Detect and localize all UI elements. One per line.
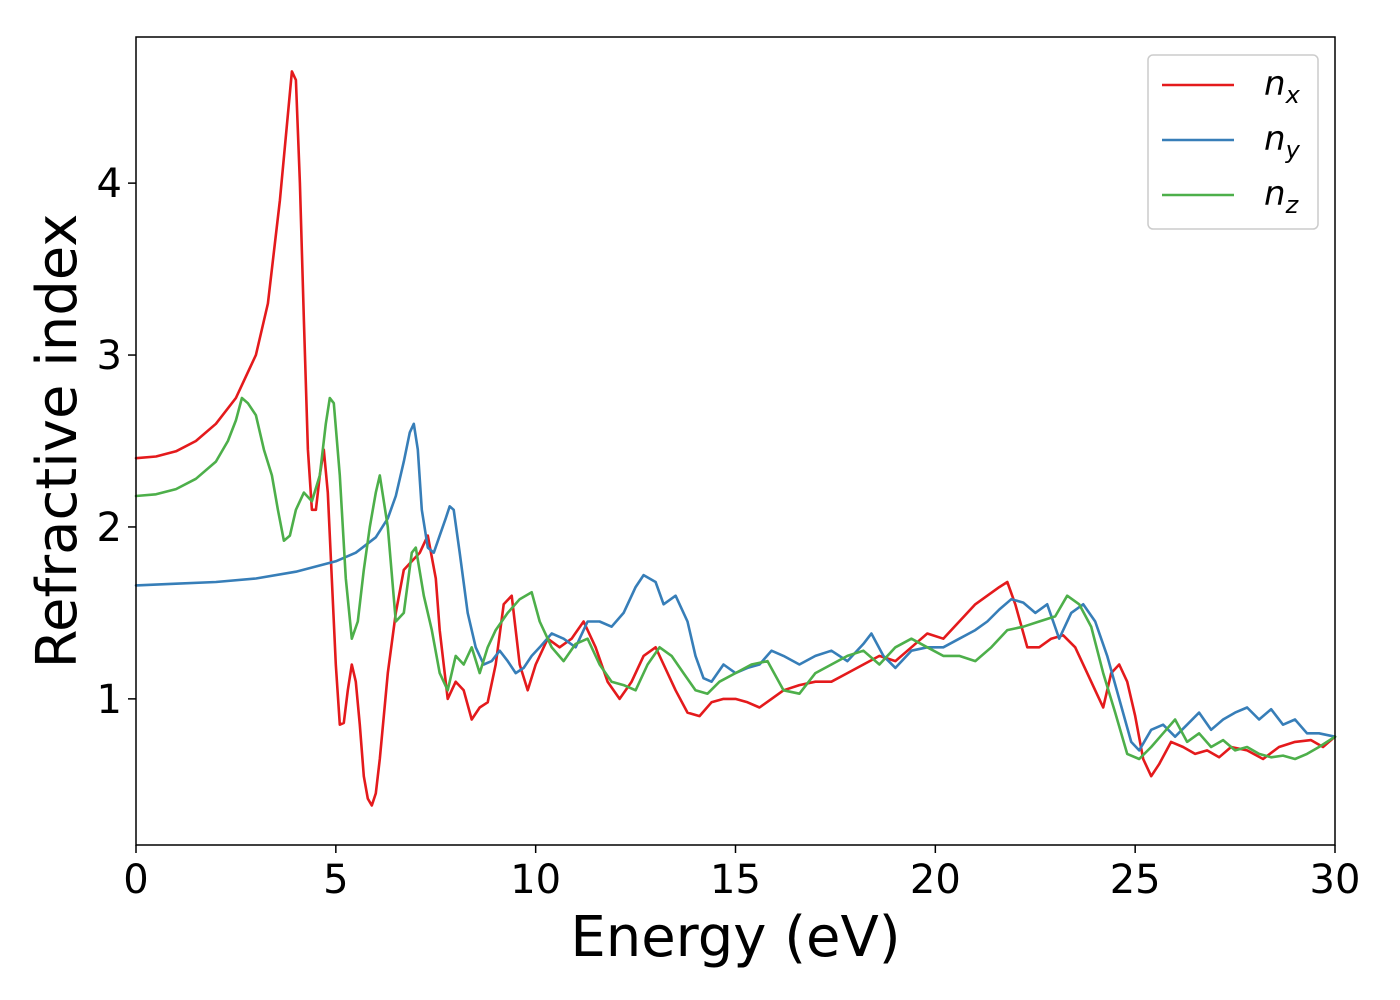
y-axis-title: Refractive index xyxy=(25,214,90,669)
x-tick-label: 10 xyxy=(510,857,561,903)
y-tick-label: 4 xyxy=(97,161,122,207)
x-axis-ticks: 0 5 10 15 20 25 30 xyxy=(123,845,1360,903)
y-tick-label: 2 xyxy=(97,505,122,551)
legend-label-z: nz xyxy=(1264,174,1300,219)
x-tick-label: 25 xyxy=(1110,857,1161,903)
series-line-y xyxy=(134,422,1337,752)
x-tick-label: 0 xyxy=(123,857,148,903)
x-axis-title: Energy (eV) xyxy=(570,905,900,970)
series-line-x xyxy=(134,70,1337,807)
x-tick-label: 20 xyxy=(910,857,961,903)
y-axis-ticks: 1 2 3 4 xyxy=(97,161,136,723)
legend-label-y: ny xyxy=(1264,119,1301,164)
series-line-z xyxy=(134,396,1337,761)
y-tick-label: 1 xyxy=(97,677,122,723)
y-tick-label: 3 xyxy=(97,333,122,379)
legend-box xyxy=(1147,54,1319,230)
series-layer xyxy=(134,70,1337,807)
legend: nx ny nz xyxy=(1147,54,1319,230)
x-tick-label: 5 xyxy=(323,857,348,903)
x-tick-label: 30 xyxy=(1310,857,1361,903)
x-tick-label: 15 xyxy=(710,857,761,903)
legend-label-x: nx xyxy=(1264,64,1301,109)
